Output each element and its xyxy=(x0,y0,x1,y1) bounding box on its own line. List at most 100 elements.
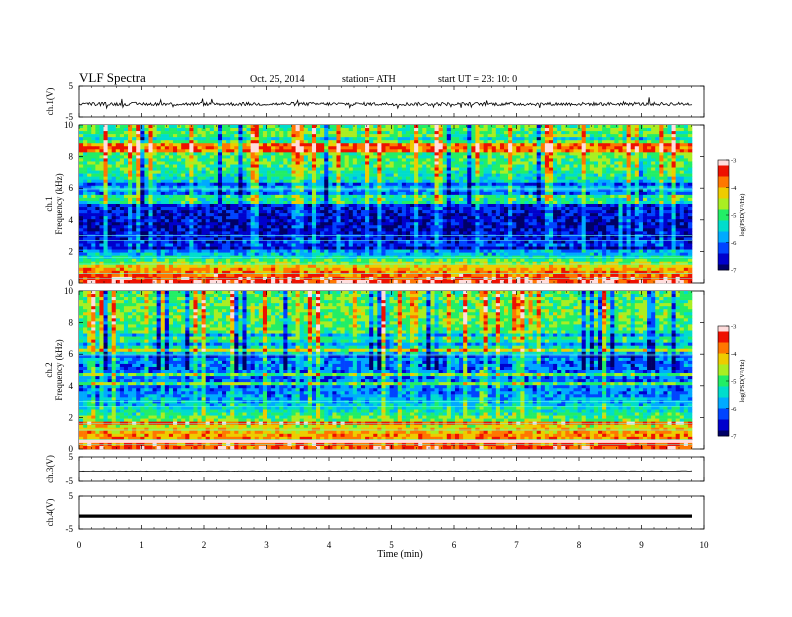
spectrogram-cell xyxy=(95,158,100,162)
spectrogram-cell xyxy=(160,137,166,141)
spectrogram-cell xyxy=(177,179,182,184)
spectrogram-cell xyxy=(377,207,382,211)
spectrogram-cell xyxy=(172,222,178,226)
spectrogram-cell xyxy=(115,167,121,171)
spectrogram-cell xyxy=(634,128,640,132)
spectrogram-cell xyxy=(618,170,623,174)
spectrogram-cell xyxy=(348,213,354,217)
spectrogram-cell xyxy=(279,146,284,150)
spectrogram-cell xyxy=(634,140,640,144)
spectrogram-cell xyxy=(561,161,566,165)
spectrogram-cell xyxy=(512,191,517,196)
spectrogram-cell xyxy=(393,152,399,156)
spectrogram-cell xyxy=(614,149,619,153)
spectrogram-cell xyxy=(642,222,648,226)
spectrogram-cell xyxy=(491,213,497,217)
spectrogram-cell xyxy=(516,164,521,168)
spectrogram-cell xyxy=(569,155,574,159)
spectrogram-cell xyxy=(569,131,574,135)
spectrogram-cell xyxy=(340,182,345,187)
spectrogram-cell xyxy=(397,155,403,159)
spectrogram-cell xyxy=(291,167,296,171)
spectrogram-cell xyxy=(132,137,137,141)
spectrogram-cell xyxy=(683,170,689,174)
spectrogram-cell xyxy=(164,222,170,226)
spectrogram-cell xyxy=(454,194,460,199)
spectrogram-cell xyxy=(651,188,656,193)
spectrogram-cell xyxy=(647,134,652,138)
spectrogram-cell xyxy=(577,213,582,217)
spectrogram-cell xyxy=(589,158,595,162)
spectrogram-cell xyxy=(352,140,358,144)
spectrogram-cell xyxy=(234,170,239,174)
spectrogram-cell xyxy=(352,173,358,177)
spectrogram-cell xyxy=(226,176,231,180)
spectrogram-cell xyxy=(467,155,472,159)
spectrogram-cell xyxy=(311,191,317,196)
spectrogram-cell xyxy=(683,204,689,208)
spectrogram-cell xyxy=(250,194,256,199)
spectrogram-cell xyxy=(642,167,648,171)
spectrogram-cell xyxy=(307,194,313,199)
spectrogram-cell xyxy=(528,216,533,220)
spectrogram-cell xyxy=(250,176,256,180)
spectrogram-cell xyxy=(454,204,460,208)
spectrogram-cell xyxy=(291,188,296,193)
spectrogram-cell xyxy=(667,194,672,199)
spectrogram-cell xyxy=(532,164,538,168)
spectrogram-cell xyxy=(655,152,660,156)
spectrogram-cell xyxy=(405,152,411,156)
spectrogram-cell xyxy=(536,194,542,199)
spectrogram-cell xyxy=(557,176,562,180)
spectrogram-cell xyxy=(148,125,153,129)
spectrogram-cell xyxy=(483,219,488,223)
spectrogram-cell xyxy=(377,222,382,226)
spectrogram-cell xyxy=(254,170,260,174)
spectrogram-cell xyxy=(655,182,660,187)
spectrogram-cell xyxy=(561,179,566,184)
spectrogram-cell xyxy=(634,191,640,196)
spectrogram-cell xyxy=(618,158,623,162)
spectrogram-cell xyxy=(193,125,198,129)
spectrogram-cell xyxy=(647,191,652,196)
spectrogram-cell xyxy=(365,173,370,177)
spectrogram-cell xyxy=(348,143,354,147)
spectrogram-cell xyxy=(373,188,378,193)
spectrogram-cell xyxy=(307,176,313,180)
spectrogram-cell xyxy=(401,197,407,202)
spectrogram-cell xyxy=(201,219,206,223)
spectrogram-cell xyxy=(360,200,366,205)
spectrogram-cell xyxy=(136,167,141,171)
spectrogram-cell xyxy=(504,149,509,153)
spectrogram-cell xyxy=(414,179,419,184)
spectrogram-cell xyxy=(271,146,276,150)
spectrogram-cell xyxy=(614,213,619,217)
spectrogram-cell xyxy=(459,155,464,159)
spectrogram-cell xyxy=(132,152,137,156)
spectrogram-cell xyxy=(340,179,345,184)
spectrogram-cell xyxy=(185,207,190,211)
spectrogram-cell xyxy=(193,167,198,171)
spectrogram-cell xyxy=(467,161,472,165)
spectrogram-cell xyxy=(516,128,521,132)
spectrogram-cell xyxy=(499,222,505,226)
spectrogram-cell xyxy=(222,152,227,156)
spectrogram-cell xyxy=(185,200,190,205)
spectrogram-cell xyxy=(647,131,652,135)
spectrogram-cell xyxy=(287,219,292,223)
spectrogram-cell xyxy=(438,158,444,162)
spectrogram-cell xyxy=(679,207,685,211)
spectrogram-cell xyxy=(250,167,256,171)
spectrogram-cell xyxy=(463,137,468,141)
spectrogram-cell xyxy=(573,131,578,135)
spectrogram-cell xyxy=(385,179,390,184)
spectrogram-cell xyxy=(295,155,300,159)
spectrogram-cell xyxy=(287,146,292,150)
spectrogram-cell xyxy=(479,158,484,162)
spectrogram-cell xyxy=(365,185,370,190)
spectrogram-cell xyxy=(528,146,533,150)
spectrogram-cell xyxy=(250,149,256,153)
spectrogram-cell xyxy=(512,170,517,174)
spectrogram-cell xyxy=(679,128,685,132)
spectrogram-cell xyxy=(508,149,513,153)
